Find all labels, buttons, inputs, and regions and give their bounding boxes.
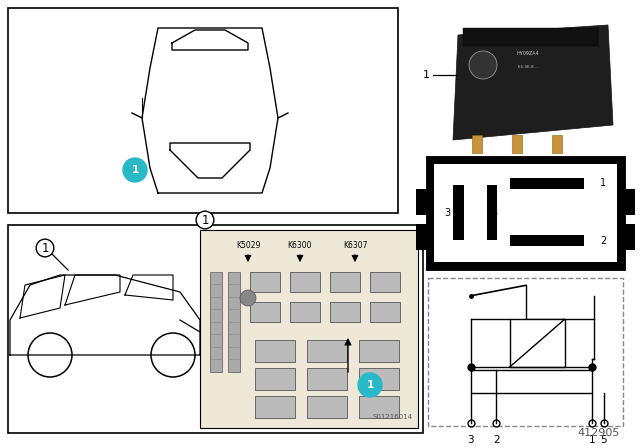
Bar xyxy=(486,185,497,241)
Text: 1: 1 xyxy=(41,241,49,254)
Circle shape xyxy=(123,158,147,182)
Bar xyxy=(8,8,398,213)
Bar xyxy=(510,178,584,189)
Bar xyxy=(428,278,623,426)
Bar xyxy=(255,340,295,362)
Text: 5: 5 xyxy=(491,208,497,218)
Bar xyxy=(200,230,418,428)
Circle shape xyxy=(469,51,497,79)
Text: 1: 1 xyxy=(589,435,595,445)
Bar xyxy=(463,28,598,46)
Bar xyxy=(255,368,295,390)
Circle shape xyxy=(240,290,256,306)
Bar xyxy=(210,272,222,372)
Text: HY09ZA4: HY09ZA4 xyxy=(516,51,540,56)
Bar xyxy=(359,368,399,390)
Text: 3: 3 xyxy=(444,208,451,218)
Bar xyxy=(307,396,347,418)
Polygon shape xyxy=(453,25,613,140)
Bar xyxy=(471,370,592,393)
Bar xyxy=(359,396,399,418)
Text: 1: 1 xyxy=(201,214,209,227)
Bar xyxy=(290,302,320,322)
Bar xyxy=(623,224,635,250)
Text: 2: 2 xyxy=(493,435,500,445)
Bar xyxy=(330,302,360,322)
Bar xyxy=(428,158,623,268)
Text: 2: 2 xyxy=(600,236,607,246)
Bar xyxy=(510,235,584,246)
Bar xyxy=(307,368,347,390)
Text: 1: 1 xyxy=(600,178,607,188)
Text: 61.36-8 ...: 61.36-8 ... xyxy=(518,65,538,69)
Bar xyxy=(472,135,482,153)
Bar xyxy=(434,164,617,262)
Bar xyxy=(359,340,399,362)
Text: 3: 3 xyxy=(468,435,474,445)
Bar xyxy=(552,135,562,153)
Bar xyxy=(307,340,347,362)
Bar xyxy=(510,319,564,367)
Bar xyxy=(228,272,240,372)
Text: K6300: K6300 xyxy=(288,241,312,250)
Text: 412905: 412905 xyxy=(578,428,620,438)
Bar xyxy=(250,272,280,292)
Bar xyxy=(255,396,295,418)
Bar xyxy=(512,135,522,153)
Bar xyxy=(250,302,280,322)
Bar xyxy=(8,225,423,433)
Circle shape xyxy=(358,373,382,397)
Text: K5029: K5029 xyxy=(236,241,260,250)
Text: S01216014: S01216014 xyxy=(373,414,413,420)
Text: 1: 1 xyxy=(131,165,139,175)
Text: 5: 5 xyxy=(600,435,607,445)
Text: K6307: K6307 xyxy=(343,241,367,250)
Bar xyxy=(370,272,400,292)
Bar xyxy=(453,185,464,241)
Bar xyxy=(623,189,635,215)
Bar xyxy=(330,272,360,292)
Bar xyxy=(416,189,428,215)
Text: 1: 1 xyxy=(366,380,374,390)
Bar xyxy=(370,302,400,322)
Text: 1: 1 xyxy=(423,70,430,80)
Bar xyxy=(290,272,320,292)
Bar xyxy=(416,224,428,250)
